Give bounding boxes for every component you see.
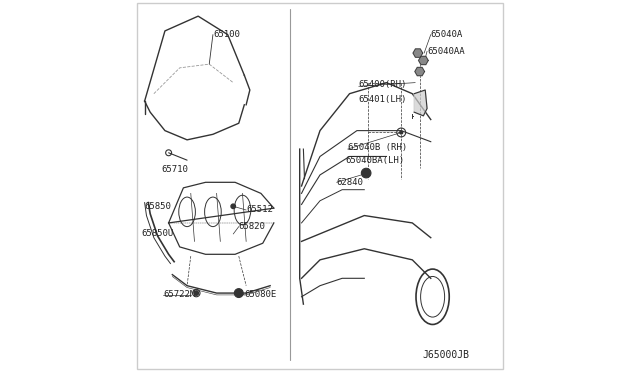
Text: 65100: 65100 <box>213 30 240 39</box>
Text: 65040A: 65040A <box>431 30 463 39</box>
Circle shape <box>231 204 236 209</box>
Circle shape <box>400 131 403 134</box>
Text: 65722M: 65722M <box>163 291 195 299</box>
Text: 65040B (RH): 65040B (RH) <box>348 143 407 152</box>
Text: 65080E: 65080E <box>244 291 276 299</box>
Circle shape <box>234 289 243 298</box>
Text: 65850: 65850 <box>145 202 172 211</box>
Text: J65000JB: J65000JB <box>422 350 470 359</box>
Circle shape <box>237 291 241 295</box>
Text: 65710: 65710 <box>161 165 188 174</box>
Text: 62840: 62840 <box>337 178 364 187</box>
Polygon shape <box>415 67 424 76</box>
Circle shape <box>362 168 371 178</box>
Polygon shape <box>414 90 427 116</box>
Text: 65040BA(LH): 65040BA(LH) <box>345 155 404 165</box>
Text: 65820: 65820 <box>239 222 266 231</box>
Polygon shape <box>419 56 428 65</box>
Text: 65512: 65512 <box>246 205 273 215</box>
Circle shape <box>194 291 198 295</box>
Text: 65850U: 65850U <box>141 230 173 238</box>
Text: 65040AA: 65040AA <box>427 47 465 56</box>
Polygon shape <box>413 49 422 57</box>
Text: 65401(LH): 65401(LH) <box>359 95 407 104</box>
Text: 65400(RH): 65400(RH) <box>359 80 407 89</box>
